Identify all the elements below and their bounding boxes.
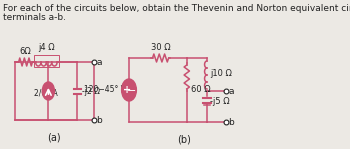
Text: For each of the circuits below, obtain the Thevenin and Norton equivalent circui: For each of the circuits below, obtain t… xyxy=(3,4,350,13)
Text: +: + xyxy=(122,85,131,95)
Text: 2/0° A: 2/0° A xyxy=(34,89,57,97)
Text: b: b xyxy=(229,118,234,127)
Text: j10 Ω: j10 Ω xyxy=(210,69,232,79)
Text: b: b xyxy=(96,116,102,125)
Bar xyxy=(34,55,59,67)
Text: −: − xyxy=(127,86,136,96)
Text: 6Ω: 6Ω xyxy=(20,47,32,56)
Text: 120−45° V: 120−45° V xyxy=(84,86,126,94)
Circle shape xyxy=(121,79,136,101)
Text: terminals a-b.: terminals a-b. xyxy=(3,13,66,22)
Text: 30 Ω: 30 Ω xyxy=(151,43,170,52)
Text: a: a xyxy=(96,58,102,67)
Text: 60 Ω: 60 Ω xyxy=(191,86,211,94)
Text: j4 Ω: j4 Ω xyxy=(38,43,55,52)
Text: -j5 Ω: -j5 Ω xyxy=(210,97,230,107)
Text: (b): (b) xyxy=(177,135,191,145)
Circle shape xyxy=(42,82,54,100)
Text: -j2 Ω: -j2 Ω xyxy=(82,87,100,96)
Text: (a): (a) xyxy=(48,133,61,143)
Text: a: a xyxy=(229,87,234,96)
